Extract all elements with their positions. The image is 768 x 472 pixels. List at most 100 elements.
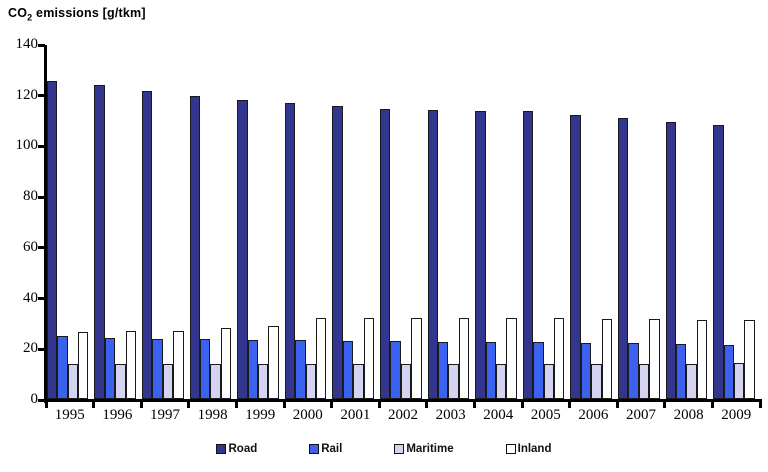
legend-item-rail: Rail bbox=[309, 443, 342, 455]
x-axis-tick-label: 1995 bbox=[54, 407, 85, 423]
legend: Road Rail Maritime Inland bbox=[0, 443, 768, 455]
bar-rail-2003 bbox=[438, 341, 449, 399]
y-axis-tick bbox=[38, 94, 45, 98]
bar-road-2006 bbox=[570, 114, 581, 399]
bar-maritime-1995 bbox=[67, 363, 78, 399]
y-axis-tick-label: 0 bbox=[30, 391, 39, 407]
y-axis-tick-label: 140 bbox=[15, 36, 39, 52]
bar-maritime-2005 bbox=[543, 363, 554, 399]
bar-road-1998 bbox=[189, 95, 200, 399]
y-axis-tick bbox=[38, 347, 45, 351]
legend-label: Road bbox=[228, 443, 258, 455]
x-axis-tick-label: 2002 bbox=[387, 407, 418, 423]
bar-rail-2008 bbox=[676, 343, 687, 399]
x-axis-tick bbox=[710, 402, 714, 408]
x-axis-tick-label: 2005 bbox=[530, 407, 561, 423]
bar-inland-2009 bbox=[744, 319, 755, 399]
x-axis-tick bbox=[568, 402, 572, 408]
bar-maritime-2007 bbox=[638, 363, 650, 399]
bar-rail-1996 bbox=[104, 337, 116, 399]
bar-inland-1999 bbox=[268, 325, 279, 399]
bar-maritime-2006 bbox=[591, 363, 602, 399]
bar-rail-2002 bbox=[390, 341, 401, 399]
chart-title-subscript: 2 bbox=[27, 12, 33, 23]
bar-maritime-2004 bbox=[496, 363, 507, 399]
bar-inland-2008 bbox=[696, 319, 708, 399]
y-axis-tick bbox=[38, 144, 45, 148]
bar-road-2004 bbox=[475, 110, 486, 399]
bar-inland-1998 bbox=[220, 328, 232, 399]
x-axis-tick-label: 2009 bbox=[721, 407, 752, 423]
bar-inland-1996 bbox=[125, 330, 136, 399]
y-axis-tick-label: 120 bbox=[15, 86, 39, 103]
legend-item-maritime: Maritime bbox=[394, 443, 454, 455]
bar-rail-1998 bbox=[200, 339, 211, 399]
bar-road-2009 bbox=[713, 124, 724, 399]
bar-road-1995 bbox=[46, 80, 58, 399]
bar-rail-2007 bbox=[628, 343, 639, 399]
y-axis-tick-label: 20 bbox=[23, 340, 38, 357]
chart-title: CO2 emissions [g/tkm] bbox=[8, 6, 146, 23]
bar-inland-2006 bbox=[601, 318, 612, 399]
x-axis-tick bbox=[520, 402, 524, 408]
x-axis-tick bbox=[615, 402, 619, 408]
x-axis-tick bbox=[92, 402, 96, 408]
bar-rail-2009 bbox=[723, 344, 734, 399]
bar-inland-1995 bbox=[78, 331, 89, 399]
y-axis-tick-label: 100 bbox=[15, 137, 39, 154]
bar-rail-1995 bbox=[57, 336, 68, 399]
x-axis-tick bbox=[377, 402, 381, 408]
y-axis-tick-label: 40 bbox=[23, 289, 38, 306]
bar-maritime-1998 bbox=[210, 363, 221, 399]
x-axis-tick bbox=[187, 402, 191, 408]
x-axis-tick-label: 2004 bbox=[483, 407, 514, 423]
y-axis-tick bbox=[38, 398, 45, 402]
bar-maritime-2009 bbox=[734, 362, 745, 399]
bar-road-2003 bbox=[427, 110, 438, 399]
bar-inland-2005 bbox=[554, 317, 565, 399]
bar-inland-2004 bbox=[506, 317, 517, 399]
x-axis-tick-label: 1996 bbox=[102, 407, 133, 423]
bar-inland-1997 bbox=[173, 331, 184, 399]
bar-rail-1997 bbox=[152, 338, 163, 399]
bar-rail-2001 bbox=[342, 340, 354, 399]
x-axis-line bbox=[43, 399, 762, 402]
bar-maritime-1997 bbox=[162, 363, 174, 399]
bar-inland-2001 bbox=[363, 317, 374, 399]
bar-road-1997 bbox=[142, 90, 153, 399]
x-axis-tick bbox=[282, 402, 286, 408]
bar-maritime-2000 bbox=[305, 363, 316, 399]
x-axis-tick-label: 2006 bbox=[578, 407, 609, 423]
x-axis-tick bbox=[139, 402, 143, 408]
bar-road-2005 bbox=[522, 111, 534, 399]
y-axis-tick bbox=[38, 297, 45, 301]
bar-rail-2005 bbox=[533, 342, 544, 399]
y-axis-tick bbox=[38, 43, 45, 47]
x-axis-tick bbox=[472, 402, 476, 408]
chart-title-suffix: emissions [g/tkm] bbox=[32, 6, 146, 20]
bar-maritime-2003 bbox=[448, 363, 459, 399]
bar-road-2007 bbox=[618, 117, 629, 399]
bar-rail-2004 bbox=[485, 341, 496, 399]
chart-title-prefix: CO bbox=[8, 6, 28, 20]
legend-swatch-rail bbox=[309, 444, 320, 454]
bar-maritime-1999 bbox=[258, 363, 269, 399]
x-axis-tick-label: 2003 bbox=[435, 407, 466, 423]
legend-item-road: Road bbox=[216, 443, 257, 455]
bar-road-1999 bbox=[237, 99, 248, 399]
y-axis-line bbox=[44, 45, 47, 403]
y-axis-tick bbox=[38, 246, 45, 250]
x-axis-tick-label: 2007 bbox=[625, 407, 656, 423]
x-axis-tick bbox=[234, 402, 238, 408]
bar-rail-1999 bbox=[247, 339, 258, 399]
legend-swatch-inland bbox=[505, 444, 516, 454]
bar-road-2002 bbox=[380, 108, 391, 399]
x-axis-tick bbox=[663, 402, 667, 408]
legend-label: Inland bbox=[517, 443, 552, 455]
x-axis-tick bbox=[758, 402, 762, 408]
bar-maritime-2008 bbox=[686, 363, 697, 399]
x-axis-tick-label: 1999 bbox=[245, 407, 276, 423]
bar-rail-2006 bbox=[580, 342, 592, 399]
legend-item-inland: Inland bbox=[505, 443, 552, 455]
